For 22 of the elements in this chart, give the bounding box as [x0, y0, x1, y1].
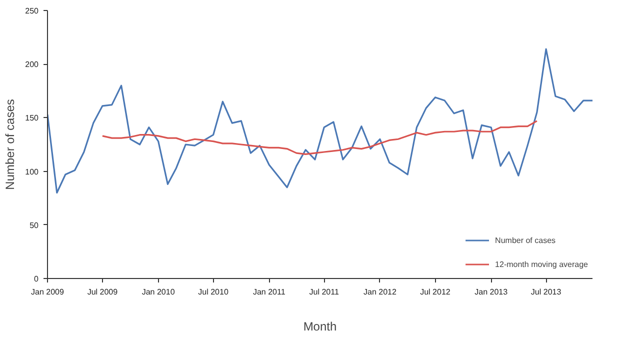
y-tick-label: 50 [30, 220, 40, 230]
x-tick-label: Jul 2011 [309, 288, 340, 296]
x-tick-label: Jan 2013 [474, 288, 508, 296]
legend-label: Number of cases [495, 236, 556, 244]
x-tick-label: Jan 2011 [252, 288, 286, 296]
y-tick-label: 250 [25, 6, 40, 16]
line-series [102, 120, 538, 155]
x-tick-label: Jul 2010 [198, 288, 229, 296]
y-tick-label: 100 [25, 167, 40, 176]
y-tick-label: 150 [25, 114, 40, 123]
x-tick-label: Jul 2012 [420, 288, 451, 296]
legend-label: 12-month moving average [495, 260, 588, 268]
y-tick-label: 200 [25, 60, 40, 70]
y-tick-label: 0 [34, 274, 40, 284]
x-axis-title: Month [303, 320, 337, 334]
y-axis-title: Number of cases [3, 99, 18, 190]
x-tick-label: Jan 2009 [31, 288, 65, 296]
x-tick-label: Jan 2012 [364, 288, 397, 296]
x-tick-label: Jul 2009 [87, 288, 118, 296]
x-tick-label: Jan 2010 [142, 288, 176, 296]
line-series [48, 48, 592, 194]
x-tick-label: Jul 2013 [530, 288, 562, 296]
